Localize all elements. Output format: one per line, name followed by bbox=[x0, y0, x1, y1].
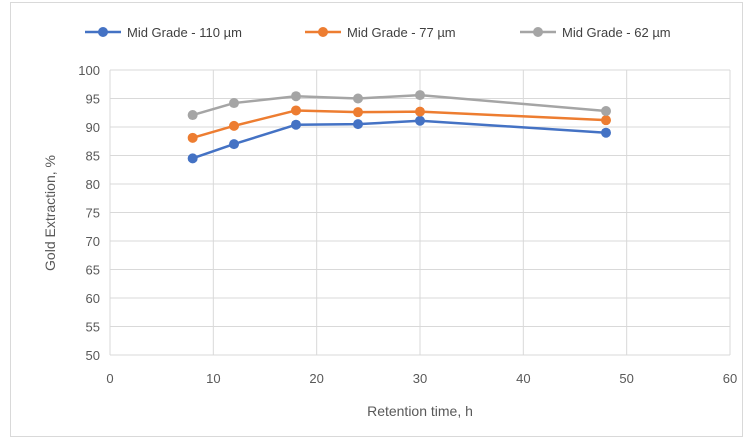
series-3-point-5 bbox=[415, 90, 425, 101]
legend-label-1: Mid Grade - 110 µm bbox=[127, 25, 242, 40]
series-1-line bbox=[192, 119, 607, 160]
legend-marker-2 bbox=[318, 27, 328, 37]
y-tick-label-65: 65 bbox=[86, 263, 100, 278]
y-tick-label-85: 85 bbox=[86, 149, 100, 164]
x-tick-label-0: 0 bbox=[106, 371, 113, 386]
y-tick-label-70: 70 bbox=[86, 234, 100, 249]
x-tick-label-50: 50 bbox=[619, 371, 633, 386]
legend-label-3: Mid Grade - 62 µm bbox=[562, 25, 671, 40]
x-tick-label-20: 20 bbox=[309, 371, 323, 386]
legend-label-2: Mid Grade - 77 µm bbox=[347, 25, 456, 40]
series-layer bbox=[187, 90, 611, 164]
series-3-point-2 bbox=[229, 98, 239, 109]
series-3-point-4 bbox=[353, 93, 363, 104]
series-1-point-2 bbox=[229, 139, 239, 150]
series-1-point-3 bbox=[291, 119, 301, 130]
x-tick-label-10: 10 bbox=[206, 371, 220, 386]
y-tick-label-75: 75 bbox=[86, 206, 100, 221]
series-1 bbox=[187, 115, 611, 164]
y-tick-label-100: 100 bbox=[78, 63, 100, 78]
legend-marker-3 bbox=[533, 27, 543, 37]
series-2-line bbox=[192, 109, 607, 140]
series-2-point-4 bbox=[353, 107, 363, 118]
series-2 bbox=[187, 105, 611, 143]
y-axis-title: Gold Extraction, % bbox=[42, 155, 58, 271]
series-1-point-6 bbox=[601, 127, 611, 138]
x-tick-label-60: 60 bbox=[723, 371, 737, 386]
series-3-point-6 bbox=[601, 106, 611, 117]
series-3-point-3 bbox=[291, 91, 301, 102]
series-2-point-3 bbox=[291, 105, 301, 116]
series-2-point-2 bbox=[229, 120, 239, 131]
series-3-point-1 bbox=[187, 110, 198, 121]
series-3-line bbox=[192, 93, 607, 117]
y-axis-ticks: 50 55 60 65 70 75 80 85 90 95 100 bbox=[78, 63, 100, 363]
y-tick-label-90: 90 bbox=[86, 120, 100, 135]
y-tick-label-60: 60 bbox=[86, 291, 100, 306]
y-tick-label-80: 80 bbox=[86, 177, 100, 192]
chart-frame bbox=[10, 2, 743, 437]
x-axis-ticks: 0 10 20 30 40 50 60 bbox=[106, 371, 737, 386]
legend-marker-1 bbox=[98, 27, 108, 37]
series-2-point-1 bbox=[187, 132, 198, 143]
series-2-point-6 bbox=[601, 115, 611, 126]
series-1-point-5 bbox=[415, 115, 425, 126]
series-1-point-4 bbox=[353, 119, 363, 130]
series-2-point-5 bbox=[415, 106, 425, 117]
y-tick-label-95: 95 bbox=[86, 92, 100, 107]
y-tick-label-55: 55 bbox=[86, 320, 100, 335]
series-3 bbox=[187, 90, 611, 121]
y-tick-label-50: 50 bbox=[86, 348, 100, 363]
x-tick-label-30: 30 bbox=[413, 371, 427, 386]
x-axis-title: Retention time, h bbox=[367, 403, 473, 419]
x-tick-label-40: 40 bbox=[516, 371, 530, 386]
legend: Mid Grade - 110 µm Mid Grade - 77 µm Mid G… bbox=[85, 25, 671, 40]
series-1-point-1 bbox=[187, 153, 198, 164]
